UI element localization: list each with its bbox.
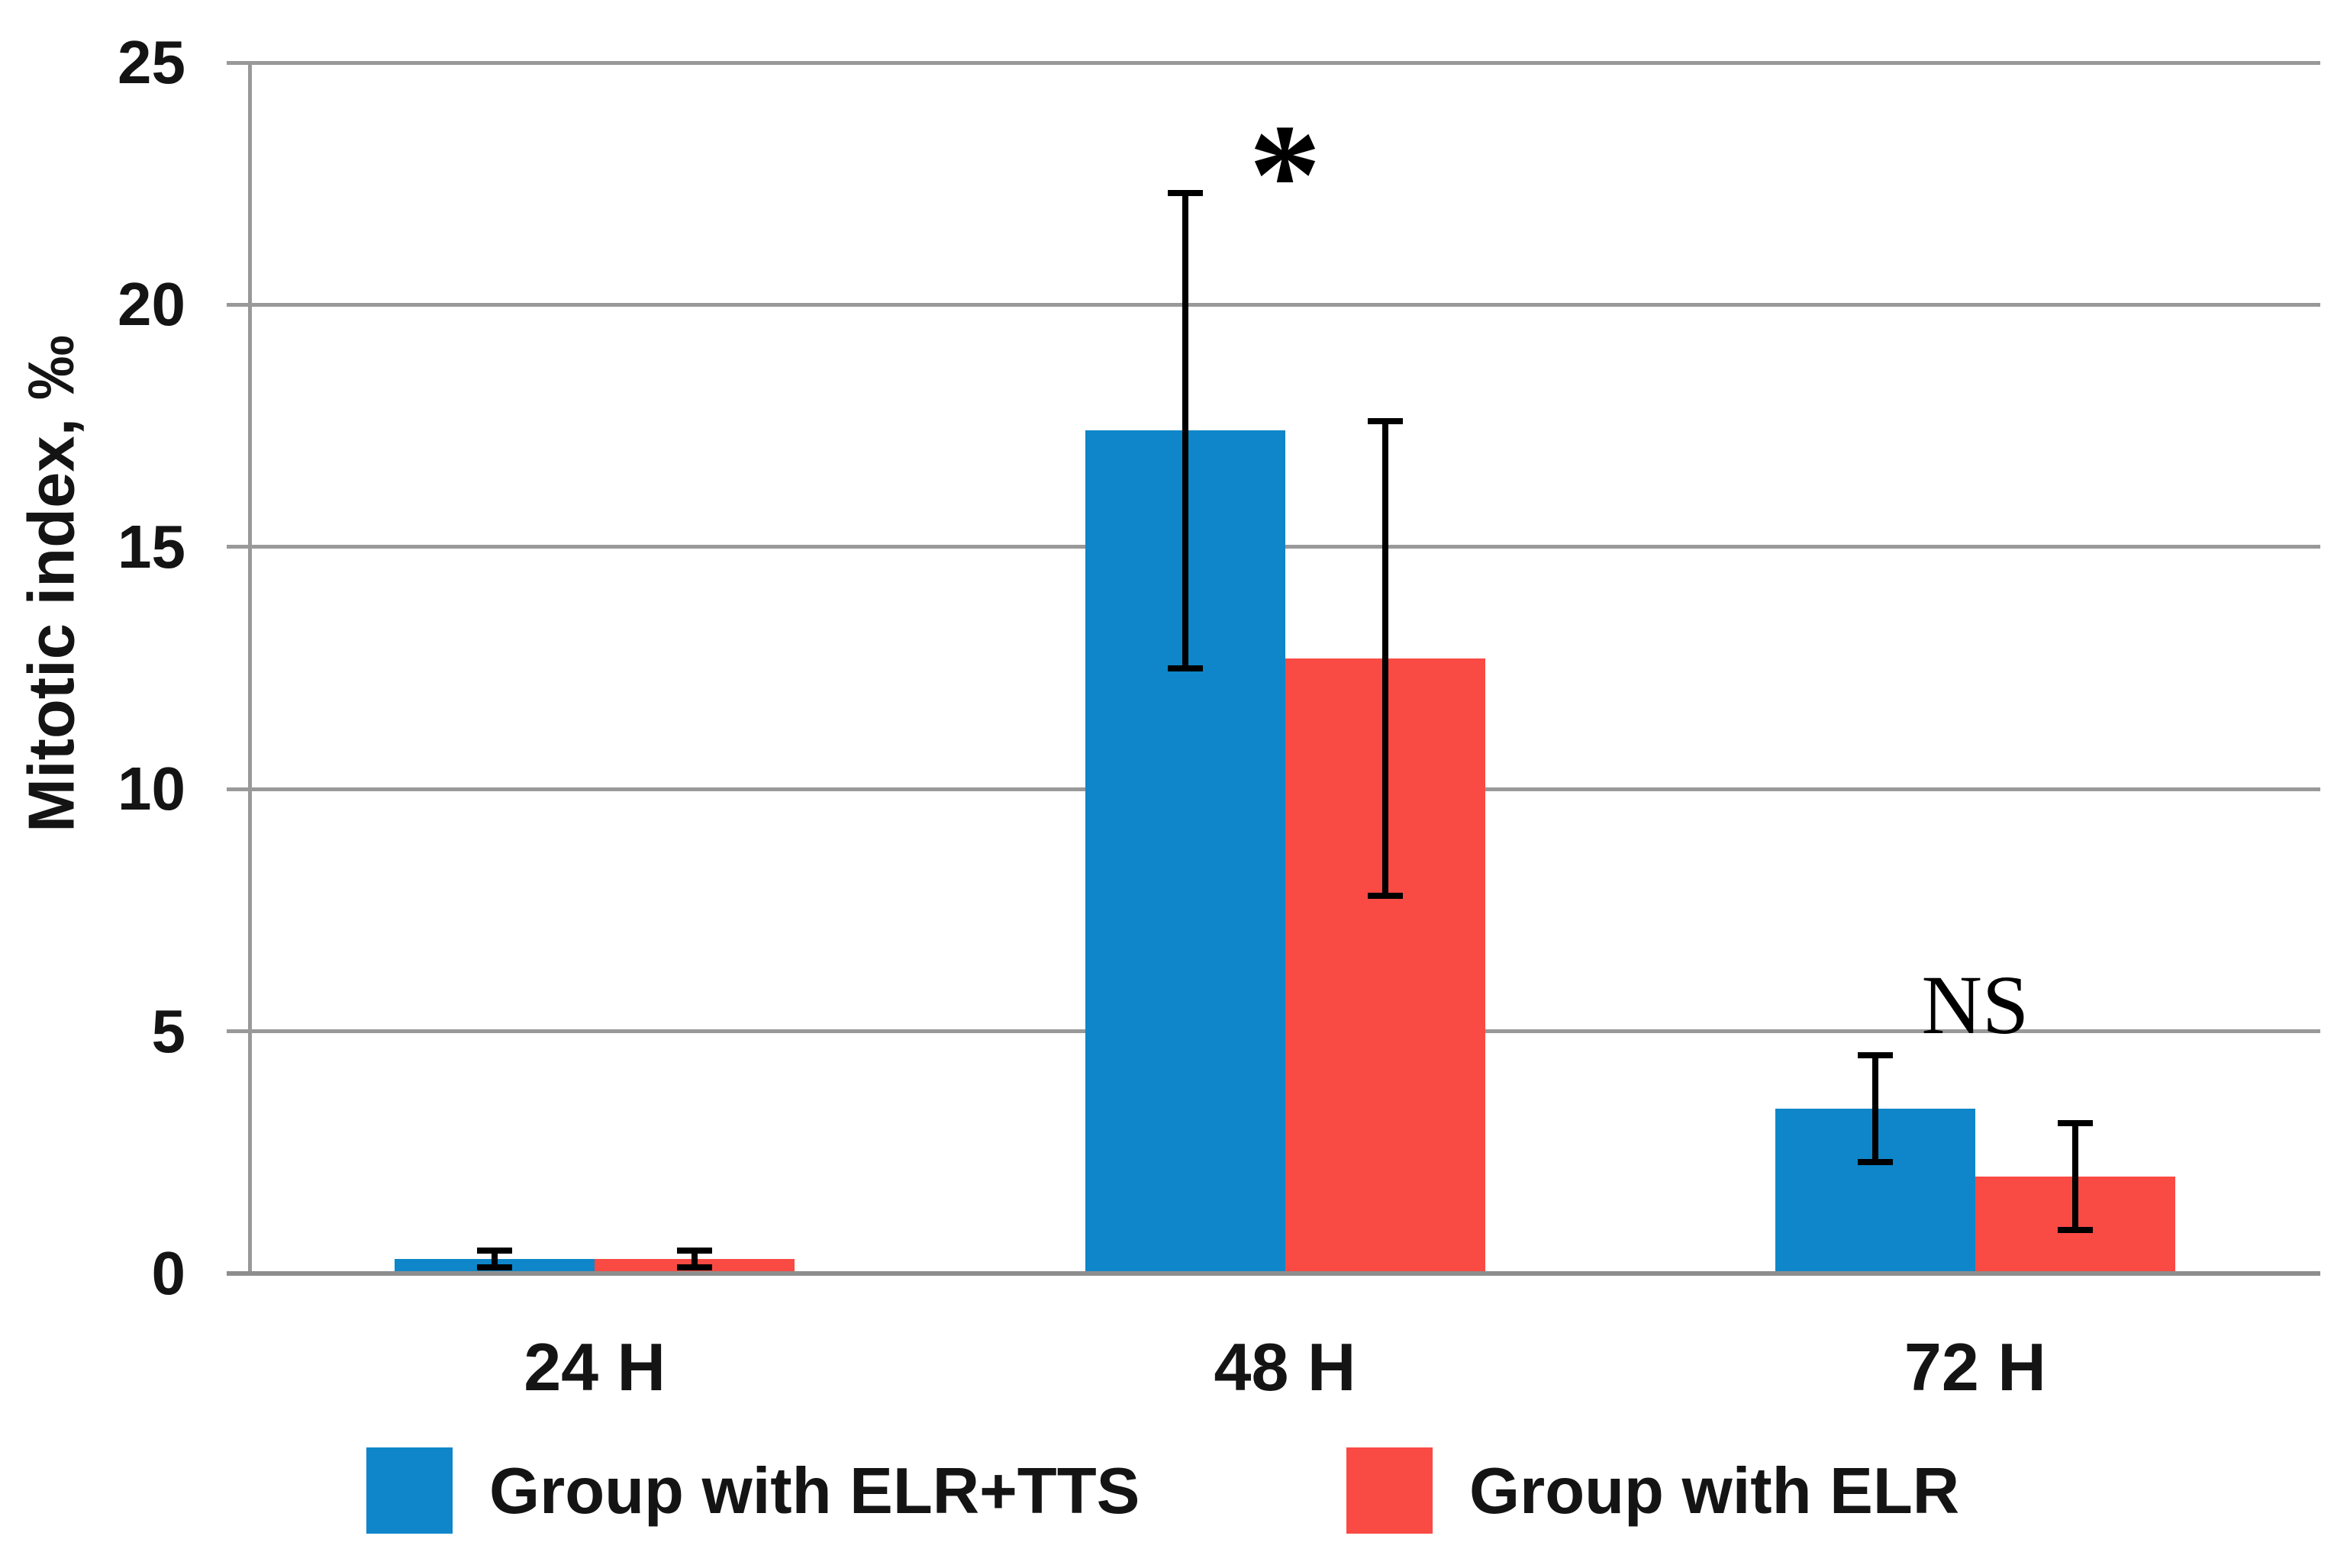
error-bar-line (1182, 193, 1188, 668)
x-tick-label: 72 H (1904, 1329, 2046, 1405)
y-tick-label: 5 (151, 997, 186, 1065)
y-tick-label: 0 (151, 1239, 186, 1307)
error-bar-line (1871, 1055, 1878, 1162)
error-bar-line (2071, 1123, 2078, 1230)
x-tick-label: 24 H (524, 1329, 666, 1405)
error-bar-cap (1367, 892, 1403, 899)
error-bar-line (1381, 420, 1388, 896)
y-tick-label: 20 (118, 270, 185, 339)
error-bar-cap (1167, 665, 1203, 671)
legend-swatch (366, 1447, 453, 1534)
legend-label: Group with ELR+TTS (489, 1454, 1140, 1528)
legend-label: Group with ELR (1469, 1454, 1960, 1528)
y-tick-label: 15 (118, 512, 185, 581)
error-bar-cap (2057, 1226, 2093, 1233)
y-tick-label: 10 (118, 755, 185, 823)
legend-swatch (1346, 1447, 1433, 1534)
error-bar-cap (1857, 1052, 1893, 1059)
error-bar-cap (1367, 417, 1403, 424)
error-bar-line (692, 1251, 698, 1267)
error-bar-cap (477, 1248, 513, 1254)
gridline (227, 302, 2320, 307)
error-bar-cap (1167, 190, 1203, 197)
significance-label: NS (1921, 958, 2029, 1051)
y-axis-line (248, 63, 252, 1273)
x-tick-label: 48 H (1214, 1329, 1356, 1405)
error-bar-cap (477, 1264, 513, 1270)
y-tick-label: 25 (118, 28, 185, 96)
error-bar-cap (677, 1264, 713, 1270)
gridline (227, 60, 2320, 65)
significance-asterisk: * (1249, 95, 1321, 256)
error-bar-line (492, 1251, 498, 1267)
error-bar-cap (1857, 1158, 1893, 1165)
error-bar-cap (677, 1248, 713, 1254)
error-bar-cap (2057, 1120, 2093, 1127)
x-axis-baseline (227, 1271, 2320, 1276)
